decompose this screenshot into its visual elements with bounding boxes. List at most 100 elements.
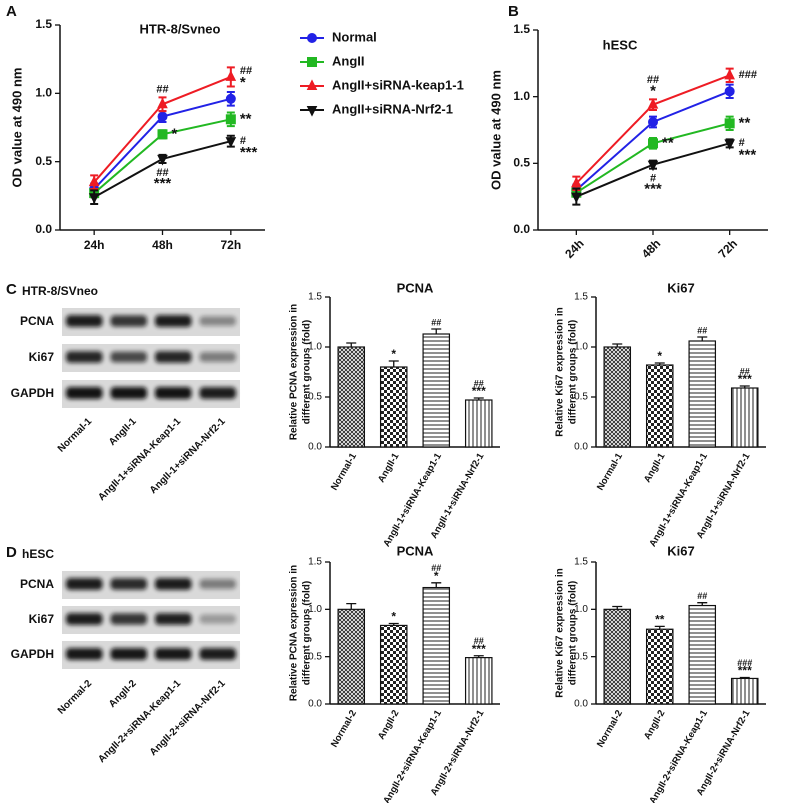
error-bar [654, 362, 665, 365]
y-axis-label: different groups (fold) [302, 320, 313, 424]
y-tick-label: 1.0 [513, 89, 530, 103]
band [110, 578, 147, 590]
y-axis-label: different groups (fold) [568, 581, 579, 685]
y-tick-label: 0.5 [308, 651, 322, 662]
panel-label: D [6, 544, 17, 561]
band [155, 351, 192, 363]
marker [157, 111, 168, 122]
error-bar [697, 336, 708, 341]
legend-marker [307, 57, 317, 67]
annotation: * [391, 347, 396, 361]
band [155, 613, 192, 625]
chart-title: PCNA [397, 543, 434, 558]
x-tick-label: 72h [220, 238, 241, 252]
y-axis-label: different groups (fold) [302, 581, 313, 685]
annotation: ** [655, 613, 665, 627]
error-bar [473, 397, 484, 400]
annotation: ## [156, 167, 168, 179]
blot-title: hESC [22, 547, 54, 561]
error-bar [739, 676, 750, 679]
annotation: ## [647, 74, 659, 86]
annotation: ## [156, 83, 168, 95]
y-axis-label: OD value at 490 nm [9, 68, 24, 188]
blot-row-label: Ki67 [29, 350, 55, 364]
y-tick-label: 0.0 [308, 699, 322, 710]
y-tick-label: 0.0 [574, 442, 588, 453]
y-tick-label: 0.5 [513, 156, 530, 170]
annotation: *** [739, 146, 757, 163]
marker [648, 138, 658, 149]
panel-label: A [6, 3, 17, 20]
band [155, 315, 192, 327]
x-tick-label: 72h [716, 236, 741, 261]
error-bar [612, 343, 623, 347]
marker [724, 68, 735, 80]
legend-marker [307, 33, 317, 43]
x-tick-label: 48h [639, 236, 664, 261]
annotation: * [657, 349, 662, 363]
annotation: *** [240, 144, 258, 161]
bar [379, 366, 408, 448]
band [155, 578, 192, 590]
bar [645, 628, 674, 705]
marker [157, 154, 168, 166]
blot-lane-label: AngII-1+siRNA-Keap1-1 [96, 416, 183, 503]
chart-title: PCNA [397, 280, 434, 295]
blot-lane-label: AngII-2+siRNA-Keap1-1 [96, 678, 183, 765]
marker [88, 193, 100, 204]
panel-label: B [508, 3, 519, 20]
y-tick-label: 0.0 [308, 442, 322, 453]
error-bar [346, 603, 357, 610]
marker [571, 192, 582, 204]
annotation: * [391, 610, 396, 624]
bar [688, 340, 717, 448]
bar [337, 608, 366, 705]
bar [603, 346, 632, 448]
band [66, 387, 103, 399]
x-tick-label: Normal-2 [329, 708, 359, 749]
error-bar [388, 622, 399, 626]
x-tick-label: 24h [84, 238, 105, 252]
blot-row-label: GAPDH [11, 386, 54, 400]
bar [603, 608, 632, 705]
legend-label: AngII+siRNA-Nrf2-1 [332, 101, 453, 116]
x-tick-label: AngII-2 [376, 708, 402, 741]
error-bar [388, 360, 399, 367]
marker [724, 139, 735, 150]
error-bar [431, 582, 442, 588]
blot-title: HTR-8/SVneo [22, 284, 98, 298]
y-axis-label: Relative Ki67 expression in [555, 568, 566, 698]
annotation: *** [644, 181, 662, 198]
error-bar [697, 602, 708, 606]
band [110, 351, 147, 363]
bar [422, 333, 451, 448]
band [66, 578, 103, 590]
band [155, 648, 192, 660]
marker [571, 176, 582, 188]
annotation: ### [739, 69, 757, 81]
annotation: * [172, 125, 178, 142]
y-tick-label: 1.5 [308, 557, 322, 568]
bar [688, 604, 717, 705]
y-axis-label: Relative Ki67 expression in [555, 307, 566, 437]
marker [724, 118, 735, 129]
marker [647, 98, 659, 109]
annotation: ** [240, 110, 252, 127]
annotation: ## [697, 591, 707, 601]
band [199, 579, 236, 589]
annotation: * [434, 569, 439, 583]
legend-label: AngII+siRNA-keap1-1 [332, 77, 464, 92]
annotation: * [240, 74, 246, 91]
y-tick-label: 1.0 [308, 604, 322, 615]
chart-title: Ki67 [667, 280, 694, 295]
y-tick-label: 1.5 [308, 292, 322, 303]
chart-title: HTR-8/Svneo [140, 21, 221, 36]
legend-marker [306, 106, 318, 117]
bar [464, 399, 493, 448]
x-tick-label: AngII-2 [642, 708, 668, 741]
band [110, 648, 147, 660]
blot-lane-label: AngII-1+siRNA-Nrf2-1 [148, 416, 228, 496]
y-tick-label: 0.0 [513, 222, 530, 236]
annotation: # [739, 137, 745, 149]
y-tick-label: 1.5 [35, 17, 52, 31]
